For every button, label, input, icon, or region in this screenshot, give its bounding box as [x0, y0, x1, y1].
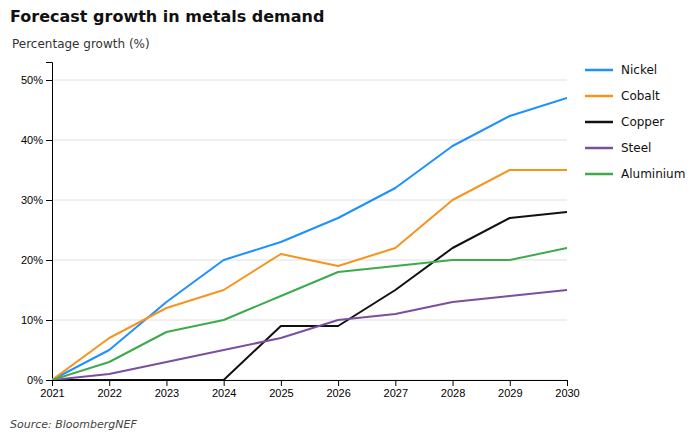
legend-swatch: [585, 147, 613, 150]
x-axis-line: [53, 381, 568, 387]
x-axis: 2021 2022 2023 2024 2025 2026 2027 2028 2029 2030: [40, 380, 579, 399]
y-tick-mark: [46, 260, 52, 261]
y-tick-mark: [46, 80, 52, 81]
x-tick: 2024: [212, 380, 236, 399]
x-tick: 2030: [555, 380, 579, 399]
y-tick-label: 0%: [27, 374, 43, 386]
x-tick: 2025: [269, 380, 293, 399]
legend-swatch: [585, 69, 613, 72]
x-tick-mark: [338, 380, 339, 386]
x-tick-mark: [453, 380, 454, 386]
series-line: [52, 170, 567, 380]
y-axis-label: Percentage growth (%): [12, 37, 150, 51]
grid-line: [52, 320, 567, 321]
x-tick-label: 2024: [212, 387, 236, 399]
x-tick-label: 2022: [97, 387, 121, 399]
x-tick-mark: [224, 380, 225, 386]
legend-label: Steel: [621, 141, 651, 155]
series-line: [52, 98, 567, 380]
y-tick-mark: [46, 140, 52, 141]
x-tick-label: 2027: [384, 387, 408, 399]
legend-swatch: [585, 95, 613, 98]
legend-swatch: [585, 173, 613, 176]
grid-line: [52, 80, 567, 81]
series-line: [52, 290, 567, 380]
x-tick: 2029: [498, 380, 522, 399]
y-tick: 40%: [21, 134, 52, 146]
y-tick: 30%: [21, 194, 52, 206]
x-tick-label: 2030: [555, 387, 579, 399]
title: Forecast growth in metals demand: [10, 7, 324, 26]
legend: Nickel Cobalt Copper Steel Aluminium: [585, 63, 685, 181]
grid: [52, 80, 567, 380]
y-tick: 0%: [27, 374, 52, 386]
lines: [52, 98, 567, 380]
series-line: [52, 248, 567, 380]
grid-line: [52, 140, 567, 141]
grid-line: [52, 200, 567, 201]
x-tick-mark: [109, 380, 110, 386]
x-tick: 2028: [441, 380, 465, 399]
x-tick: 2027: [384, 380, 408, 399]
y-tick-mark: [46, 380, 52, 381]
plot-area: 0%10%20%30%40%50%20212022202320242025202…: [21, 63, 580, 399]
x-tick-label: 2025: [269, 387, 293, 399]
y-tick-label: 10%: [21, 314, 43, 326]
x-tick-label: 2026: [326, 387, 350, 399]
y-tick-label: 20%: [21, 254, 43, 266]
y-tick: 50%: [21, 74, 52, 86]
x-tick-label: 2028: [441, 387, 465, 399]
y-axis-line: [46, 63, 53, 381]
x-tick-label: 2023: [155, 387, 179, 399]
y-tick: 10%: [21, 314, 52, 326]
x-tick-mark: [510, 380, 511, 386]
x-tick-label: 2021: [40, 387, 64, 399]
y-tick: 20%: [21, 254, 52, 266]
y-tick-label: 50%: [21, 74, 43, 86]
x-tick-mark: [281, 380, 282, 386]
x-tick: 2026: [326, 380, 350, 399]
annotation: Source: BloombergNEF: [10, 418, 137, 431]
x-tick-mark: [395, 380, 396, 386]
legend-label: Nickel: [621, 63, 657, 77]
x-tick-mark: [166, 380, 167, 386]
chart: Forecast growth in metals demand Percenta…: [0, 0, 692, 438]
y-axis: 0% 10% 20% 30% 40% 50%: [21, 63, 53, 387]
x-tick: 2023: [155, 380, 179, 399]
y-tick-mark: [46, 200, 52, 201]
y-tick-mark: [46, 320, 52, 321]
x-tick: 2021: [40, 380, 64, 399]
legend-label: Aluminium: [621, 167, 685, 181]
series-line: [52, 212, 567, 380]
x-tick-mark: [567, 380, 568, 386]
legend-swatch: [585, 121, 613, 124]
x-tick: 2022: [97, 380, 121, 399]
y-tick-label: 30%: [21, 194, 43, 206]
legend-label: Cobalt: [621, 89, 660, 103]
x-tick-label: 2029: [498, 387, 522, 399]
y-tick-label: 40%: [21, 134, 43, 146]
x-tick-mark: [52, 380, 53, 386]
legend-label: Copper: [621, 115, 664, 129]
